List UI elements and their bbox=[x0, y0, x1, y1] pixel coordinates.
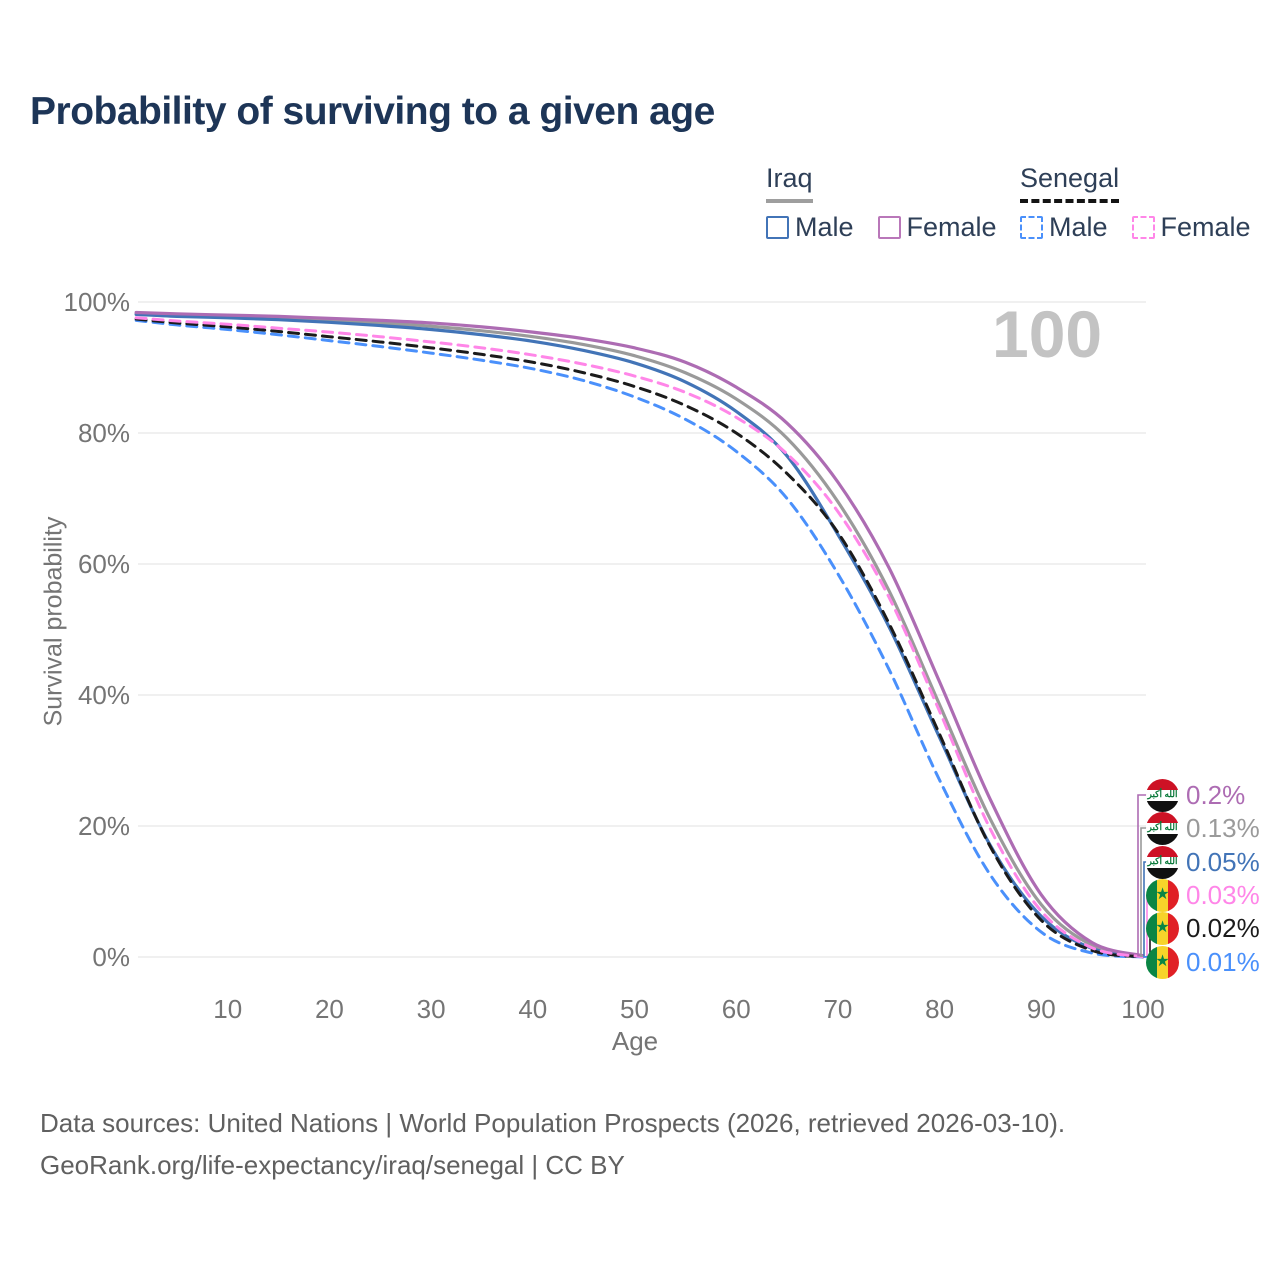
legend-group-iraq: Iraq Male Female bbox=[766, 163, 997, 243]
x-tick-label: 10 bbox=[213, 994, 242, 1024]
end-label-iraq-both: الله أكبر 0.13% bbox=[1146, 811, 1260, 845]
curve-senegal-female[interactable] bbox=[134, 316, 1145, 959]
end-value-senegal-male: 0.01% bbox=[1186, 946, 1260, 977]
legend-group-senegal: Senegal Male Female bbox=[1020, 163, 1251, 243]
y-tick-label: 100% bbox=[64, 287, 131, 317]
page-title: Probability of surviving to a given age bbox=[30, 90, 715, 133]
iraq-male-swatch-icon[interactable] bbox=[766, 216, 789, 239]
legend-item-label: Male bbox=[795, 212, 854, 242]
curve-senegal-male[interactable] bbox=[134, 318, 1145, 959]
senegal-flag-icon: ★ bbox=[1146, 911, 1179, 945]
iraq-flag-icon: الله أكبر bbox=[1146, 845, 1179, 879]
curve-iraq-female[interactable] bbox=[134, 310, 1145, 958]
curve-senegal-both[interactable] bbox=[134, 317, 1145, 959]
legend-item-label: Female bbox=[906, 212, 997, 242]
data-sources-line: Data sources: United Nations | World Pop… bbox=[40, 1108, 1066, 1138]
legend-item-iraq-female[interactable]: Female bbox=[877, 212, 997, 243]
iraq-female-swatch-icon[interactable] bbox=[877, 216, 901, 239]
y-tick-label: 20% bbox=[78, 811, 130, 841]
legend-item-senegal-male[interactable]: Male bbox=[1020, 212, 1108, 243]
legend-header-iraq[interactable]: Iraq bbox=[766, 163, 813, 203]
end-value-iraq-female: 0.2% bbox=[1186, 779, 1246, 810]
legend-header-senegal[interactable]: Senegal bbox=[1020, 163, 1120, 203]
y-axis-title: Survival probability bbox=[39, 516, 68, 727]
x-tick-label: 60 bbox=[722, 994, 751, 1024]
curve-iraq-both[interactable] bbox=[134, 312, 1145, 958]
x-tick-label: 80 bbox=[925, 994, 954, 1024]
iraq-flag-icon: الله أكبر bbox=[1146, 778, 1179, 812]
end-label-senegal-both: ★ 0.02% bbox=[1146, 911, 1260, 945]
x-tick-label: 50 bbox=[620, 994, 649, 1024]
legend-item-label: Male bbox=[1049, 212, 1108, 242]
x-tick-label: 90 bbox=[1027, 994, 1056, 1024]
x-tick-label: 40 bbox=[518, 994, 547, 1024]
data-sources-note: Data sources: United Nations | World Pop… bbox=[40, 1102, 1065, 1186]
y-tick-label: 0% bbox=[92, 942, 130, 972]
attribution-line: GeoRank.org/life-expectancy/iraq/senegal… bbox=[40, 1150, 625, 1180]
x-tick-label: 70 bbox=[823, 994, 852, 1024]
senegal-flag-icon: ★ bbox=[1146, 945, 1179, 979]
hover-age-watermark: 100 bbox=[992, 297, 1103, 371]
end-value-senegal-female: 0.03% bbox=[1186, 879, 1260, 910]
y-tick-label: 60% bbox=[78, 549, 130, 579]
curve-iraq-male[interactable] bbox=[134, 312, 1145, 959]
y-tick-label: 40% bbox=[78, 680, 130, 710]
end-value-iraq-male: 0.05% bbox=[1186, 846, 1260, 877]
legend-item-senegal-female[interactable]: Female bbox=[1131, 212, 1251, 243]
x-axis-title: Age bbox=[611, 1026, 659, 1056]
legend-item-label: Female bbox=[1160, 212, 1251, 242]
senegal-male-swatch-icon[interactable] bbox=[1020, 216, 1043, 239]
end-value-senegal-both: 0.02% bbox=[1186, 912, 1260, 943]
y-tick-label: 80% bbox=[78, 418, 130, 448]
end-value-iraq-both: 0.13% bbox=[1186, 812, 1260, 843]
survival-chart: 0% 20% 40% 60% 80% 100% 10 20 30 40 50 60 70 80 90 100 bbox=[64, 287, 1165, 1024]
end-label-iraq-female: الله أكبر 0.2% bbox=[1146, 778, 1245, 812]
x-tick-label: 100 bbox=[1121, 994, 1164, 1024]
x-tick-label: 20 bbox=[315, 994, 344, 1024]
senegal-flag-icon: ★ bbox=[1146, 878, 1179, 912]
iraq-flag-icon: الله أكبر bbox=[1146, 811, 1179, 845]
senegal-female-swatch-icon[interactable] bbox=[1131, 216, 1155, 239]
end-label-iraq-male: الله أكبر 0.05% bbox=[1146, 845, 1260, 879]
end-label-connector bbox=[1140, 827, 1147, 957]
end-label-senegal-female: ★ 0.03% bbox=[1146, 878, 1260, 912]
end-label-senegal-male: ★ 0.01% bbox=[1146, 945, 1260, 979]
legend-item-iraq-male[interactable]: Male bbox=[766, 212, 854, 243]
x-tick-label: 30 bbox=[417, 994, 446, 1024]
